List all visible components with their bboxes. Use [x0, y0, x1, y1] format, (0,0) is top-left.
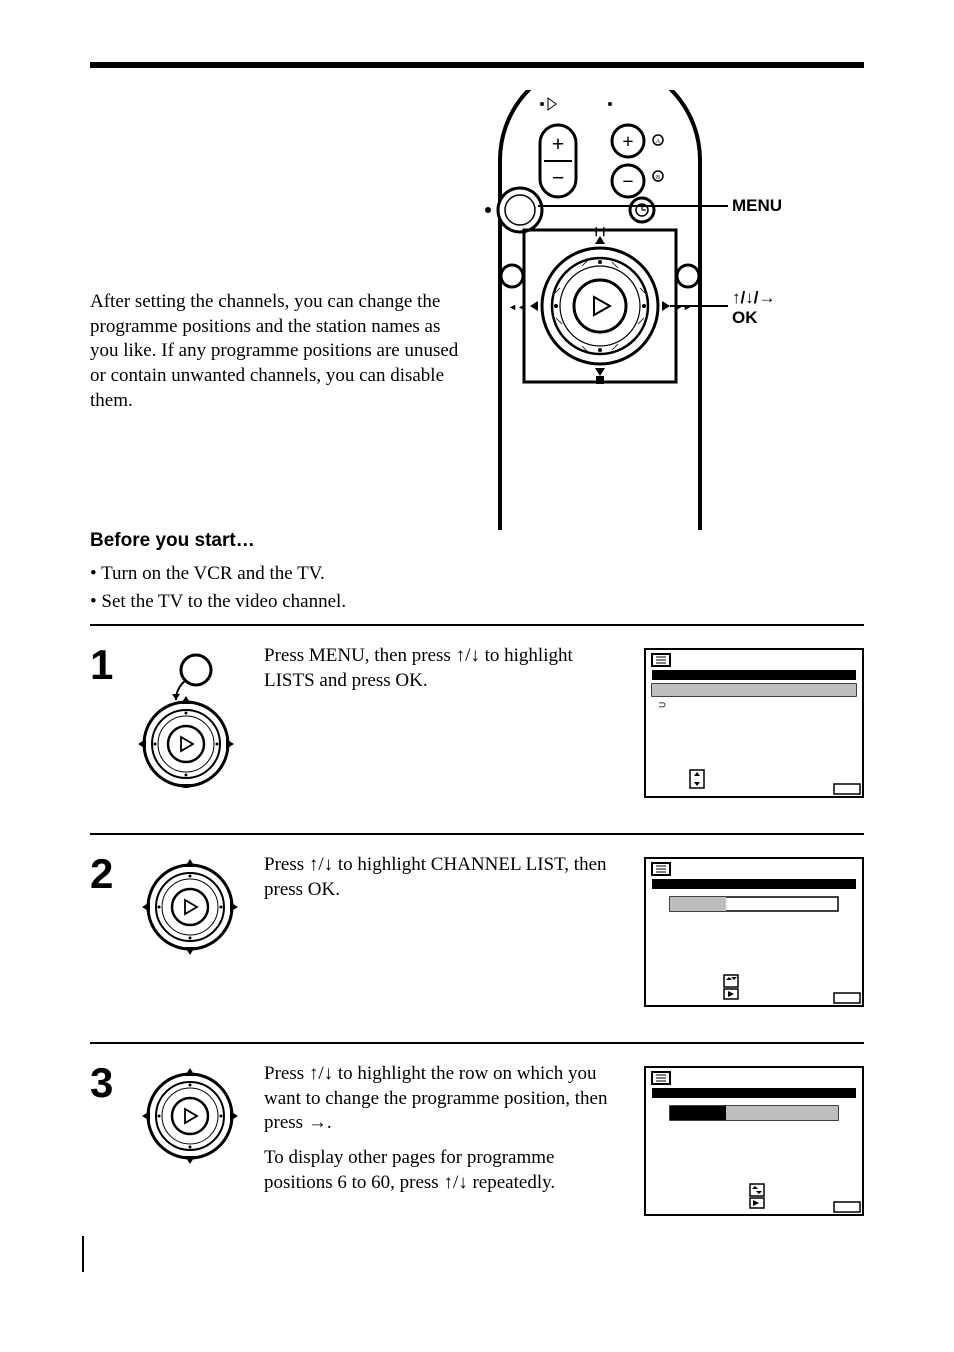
step-screen: [644, 853, 864, 1012]
before-item: • Turn on the VCR and the TV.: [90, 560, 864, 588]
before-heading: Before you start…: [90, 530, 864, 552]
before-item: • Set the TV to the video channel.: [90, 588, 864, 616]
callout-menu: MENU: [732, 196, 782, 216]
steps-list: 1: [90, 624, 864, 1251]
step-row: 2: [90, 833, 864, 1042]
intro-paragraph: After setting the channels, you can chan…: [90, 290, 460, 413]
step-screen: ⊃: [644, 644, 864, 803]
svg-text:A: A: [656, 139, 661, 145]
step-icon: [130, 644, 250, 788]
before-item-text: Set the TV to the video channel.: [101, 591, 346, 612]
page: + − + − A B: [0, 0, 954, 1352]
svg-text:−: −: [622, 171, 633, 193]
svg-text:+: +: [552, 131, 565, 156]
step-text: Press ↑/↓ to highlight CHANNEL LIST, the…: [264, 853, 630, 912]
step-row: 1: [90, 624, 864, 833]
svg-text:❙❙: ❙❙: [592, 226, 607, 237]
top-rule: [90, 62, 864, 68]
svg-text:B: B: [656, 175, 660, 181]
svg-text:−: −: [552, 165, 565, 190]
step-number: 3: [90, 1062, 116, 1104]
footer-mark: [82, 1236, 84, 1272]
step-text: Press MENU, then press ↑/↓ to highlight …: [264, 644, 630, 703]
before-you-start: Before you start… • Turn on the VCR and …: [90, 530, 864, 615]
before-item-text: Turn on the VCR and the TV.: [101, 563, 325, 584]
svg-text:+: +: [622, 131, 633, 153]
step-icon: [130, 1062, 250, 1166]
step-number: 1: [90, 644, 116, 686]
step-text: Press ↑/↓ to highlight the row on which …: [264, 1062, 630, 1205]
step-number: 2: [90, 853, 116, 895]
step-screen: [644, 1062, 864, 1221]
svg-text:⊃: ⊃: [658, 700, 666, 711]
step-row: 3: [90, 1042, 864, 1251]
step-icon: [130, 853, 250, 957]
